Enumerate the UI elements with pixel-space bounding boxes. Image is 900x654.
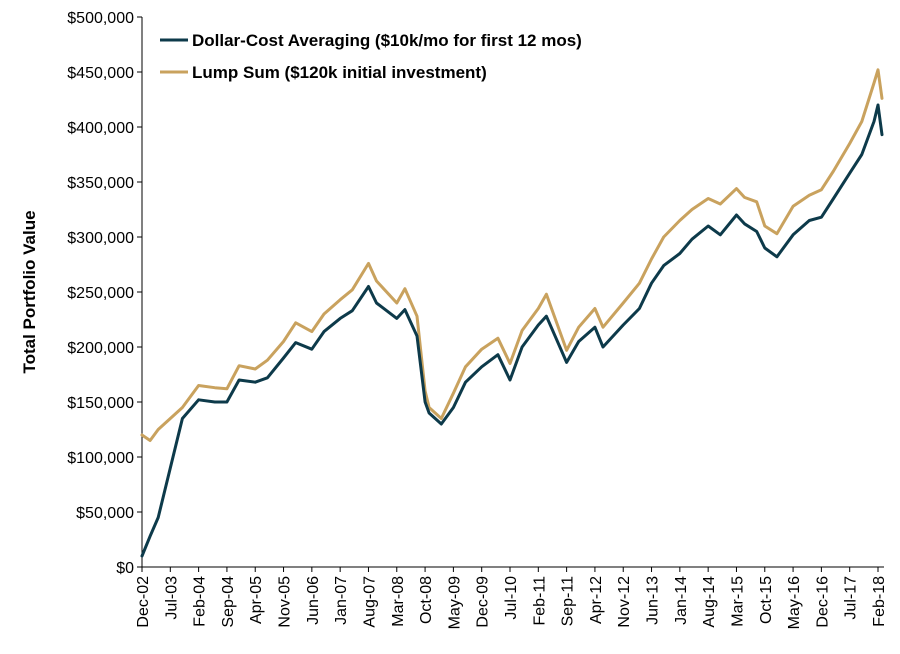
y-tick-label: $350,000	[67, 175, 134, 192]
x-tick-label: Jul-17	[843, 576, 860, 620]
x-tick-label: Nov-12	[616, 576, 633, 628]
x-tick-label: Feb-11	[531, 576, 548, 626]
y-tick-label: $200,000	[67, 340, 134, 357]
y-tick-label: $150,000	[67, 395, 134, 412]
x-tick-label: May-16	[786, 576, 803, 629]
y-tick-label: $0	[116, 560, 134, 577]
series-line-1	[140, 68, 884, 442]
y-tick-label: $100,000	[67, 450, 134, 467]
x-tick-label: Feb-04	[192, 576, 209, 627]
y-tick-label: $450,000	[67, 65, 134, 82]
y-tick-label: $500,000	[67, 10, 134, 27]
x-tick-label: Apr-05	[248, 576, 265, 624]
x-tick-label: Sep-04	[220, 576, 237, 628]
series-line-0	[140, 103, 884, 558]
x-tick-label: Jun-13	[645, 576, 662, 625]
x-tick-label: Feb-18	[871, 576, 888, 627]
y-axis-title: Total Portfolio Value	[20, 210, 39, 373]
y-tick-label: $50,000	[76, 505, 134, 522]
y-tick-label: $250,000	[67, 285, 134, 302]
x-tick-label: Oct-15	[758, 576, 775, 624]
x-tick-label: Apr-12	[588, 576, 605, 624]
legend-label-1: Lump Sum ($120k initial investment)	[192, 63, 487, 82]
x-tick-label: Jul-10	[503, 576, 520, 620]
x-tick-label: Mar-08	[390, 576, 407, 627]
x-tick-label: Jul-03	[163, 576, 180, 620]
x-tick-label: Jan-07	[333, 576, 350, 625]
x-tick-label: Dec-16	[814, 576, 831, 628]
legend-label-0: Dollar-Cost Averaging ($10k/mo for first…	[192, 31, 582, 50]
x-tick-label: Aug-14	[701, 576, 718, 628]
x-tick-label: Dec-02	[135, 576, 152, 628]
x-tick-label: Jun-06	[305, 576, 322, 625]
x-tick-label: Sep-11	[560, 576, 577, 627]
x-tick-label: Dec-09	[475, 576, 492, 628]
x-tick-label: Aug-07	[361, 576, 378, 628]
x-tick-label: Nov-05	[277, 576, 294, 628]
y-tick-label: $400,000	[67, 120, 134, 137]
y-tick-label: $300,000	[67, 230, 134, 247]
x-tick-label: May-09	[446, 576, 463, 629]
x-tick-label: Jan-14	[673, 576, 690, 625]
x-tick-label: Oct-08	[418, 576, 435, 624]
x-tick-label: Mar-15	[729, 576, 746, 627]
